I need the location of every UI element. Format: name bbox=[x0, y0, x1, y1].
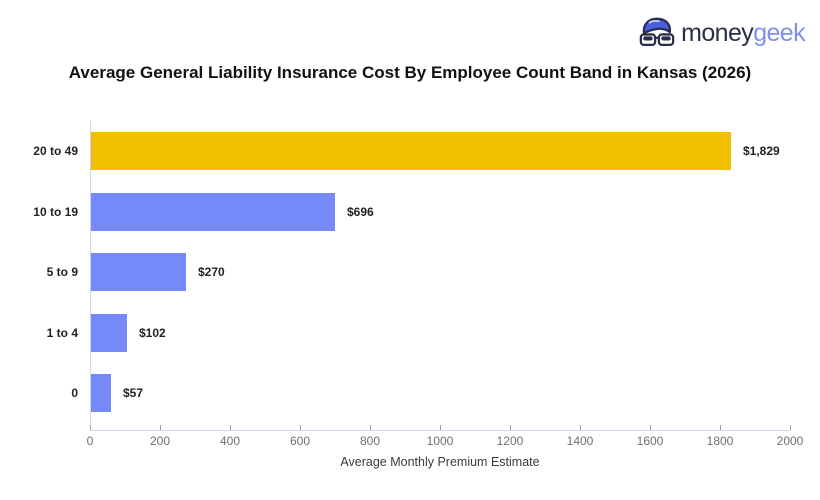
value-label: $57 bbox=[123, 386, 144, 400]
x-axis-tick-label: 2000 bbox=[776, 434, 804, 448]
x-axis-tick-label: 600 bbox=[289, 434, 311, 448]
category-label: 10 to 19 bbox=[33, 204, 78, 219]
category-label: 5 to 9 bbox=[46, 265, 78, 279]
geek-face-icon bbox=[639, 17, 675, 47]
value-label: $696 bbox=[347, 204, 374, 219]
bar-1-to-4[interactable] bbox=[91, 313, 127, 352]
x-axis-tick-label: 800 bbox=[359, 434, 381, 448]
x-axis-tick bbox=[789, 425, 791, 430]
x-axis-tick-label: 200 bbox=[149, 434, 171, 448]
x-axis-tick bbox=[369, 425, 371, 430]
brand-wordmark: moneygeek bbox=[681, 21, 805, 46]
x-axis-tick bbox=[579, 425, 581, 430]
value-label: $270 bbox=[198, 265, 225, 279]
x-axis-tick bbox=[649, 425, 651, 430]
chart-title: Average General Liability Insurance Cost… bbox=[68, 63, 752, 82]
bar-10-to-19[interactable] bbox=[91, 192, 335, 231]
x-axis-tick-label: 1800 bbox=[706, 434, 734, 448]
x-axis-tick bbox=[89, 425, 91, 430]
x-axis-tick bbox=[439, 425, 441, 430]
x-axis-tick-label: 1000 bbox=[426, 434, 454, 448]
x-axis-tick-label: 0 bbox=[86, 434, 94, 448]
bar-0[interactable] bbox=[91, 374, 111, 412]
x-axis-tick bbox=[159, 425, 161, 430]
category-label: 1 to 4 bbox=[46, 325, 78, 340]
x-axis-tick-label: 400 bbox=[219, 434, 241, 448]
x-axis-tick-label: 1600 bbox=[636, 434, 664, 448]
x-axis-tick-label: 1200 bbox=[496, 434, 524, 448]
x-axis-tick bbox=[299, 425, 301, 430]
category-label: 0 bbox=[71, 386, 78, 400]
category-label: 20 to 49 bbox=[33, 144, 78, 158]
y-axis-line bbox=[90, 121, 91, 431]
x-axis-tick bbox=[509, 425, 511, 430]
value-label: $102 bbox=[139, 325, 166, 340]
brand-geek-text: geek bbox=[753, 19, 805, 47]
brand-money-text: money bbox=[681, 19, 754, 47]
x-axis-tick bbox=[719, 425, 721, 430]
bar-20-to-49[interactable] bbox=[91, 132, 731, 170]
x-axis-line bbox=[90, 430, 790, 431]
value-label: $1,829 bbox=[743, 144, 780, 158]
x-axis-title: Average Monthly Premium Estimate bbox=[340, 455, 540, 469]
x-axis-tick bbox=[229, 425, 231, 430]
bar-5-to-9[interactable] bbox=[91, 253, 186, 291]
x-axis-tick-label: 1400 bbox=[566, 434, 594, 448]
moneygeek-logo[interactable]: moneygeek bbox=[638, 16, 806, 51]
